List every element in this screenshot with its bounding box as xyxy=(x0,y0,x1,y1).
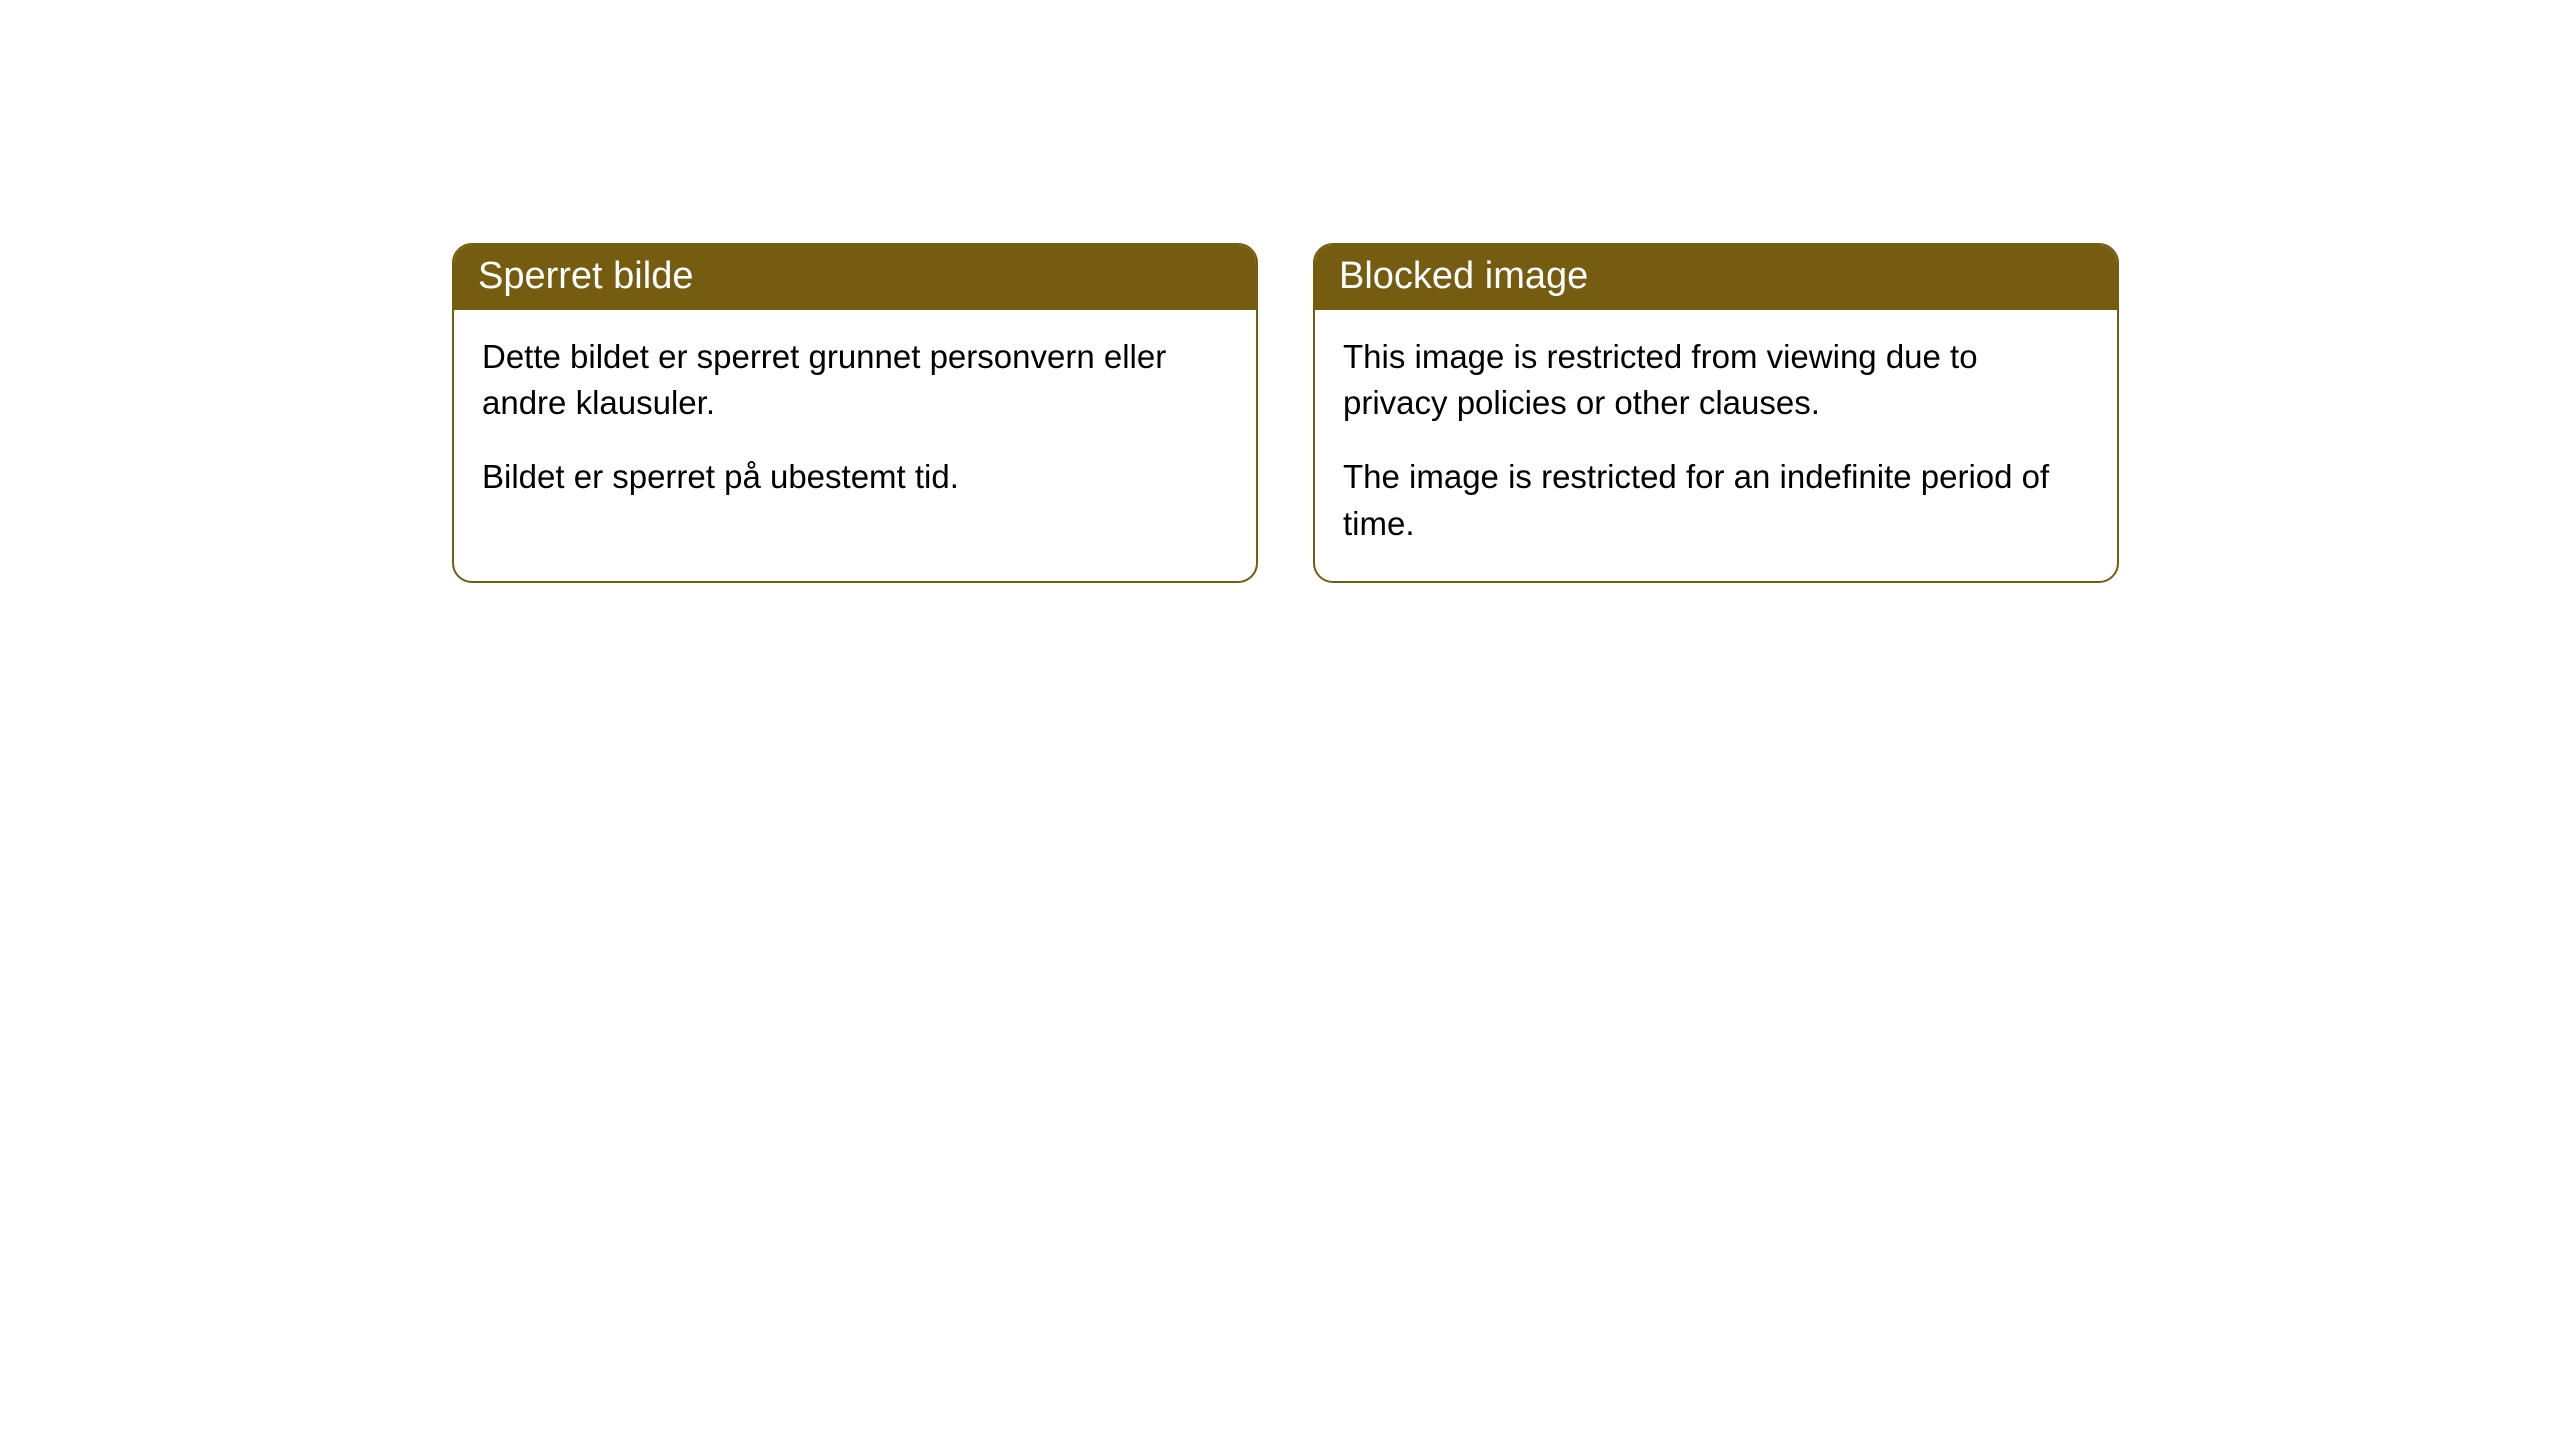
card-header: Blocked image xyxy=(1315,245,2117,310)
card-paragraph: Dette bildet er sperret grunnet personve… xyxy=(482,334,1228,426)
card-paragraph: The image is restricted for an indefinit… xyxy=(1343,454,2089,546)
card-paragraph: This image is restricted from viewing du… xyxy=(1343,334,2089,426)
card-body: Dette bildet er sperret grunnet personve… xyxy=(454,310,1256,535)
card-body: This image is restricted from viewing du… xyxy=(1315,310,2117,581)
card-paragraph: Bildet er sperret på ubestemt tid. xyxy=(482,454,1228,500)
blocked-image-card-norwegian: Sperret bilde Dette bildet er sperret gr… xyxy=(452,243,1258,583)
card-title: Sperret bilde xyxy=(478,255,693,297)
card-header: Sperret bilde xyxy=(454,245,1256,310)
blocked-image-card-english: Blocked image This image is restricted f… xyxy=(1313,243,2119,583)
notice-cards-container: Sperret bilde Dette bildet er sperret gr… xyxy=(452,243,2119,583)
card-title: Blocked image xyxy=(1339,255,1588,297)
